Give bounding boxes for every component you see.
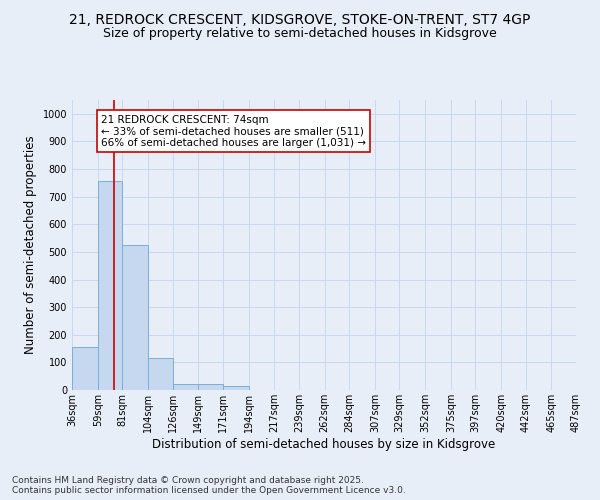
Bar xyxy=(198,384,223,390)
Bar xyxy=(72,347,98,390)
Text: Contains HM Land Registry data © Crown copyright and database right 2025.
Contai: Contains HM Land Registry data © Crown c… xyxy=(12,476,406,495)
Bar xyxy=(122,245,148,390)
Text: 21, REDROCK CRESCENT, KIDSGROVE, STOKE-ON-TRENT, ST7 4GP: 21, REDROCK CRESCENT, KIDSGROVE, STOKE-O… xyxy=(70,12,530,26)
Bar xyxy=(148,358,173,390)
Text: Size of property relative to semi-detached houses in Kidsgrove: Size of property relative to semi-detach… xyxy=(103,28,497,40)
Text: 21 REDROCK CRESCENT: 74sqm
← 33% of semi-detached houses are smaller (511)
66% o: 21 REDROCK CRESCENT: 74sqm ← 33% of semi… xyxy=(101,114,366,148)
Y-axis label: Number of semi-detached properties: Number of semi-detached properties xyxy=(24,136,37,354)
Bar xyxy=(223,386,248,390)
Bar xyxy=(98,182,122,390)
X-axis label: Distribution of semi-detached houses by size in Kidsgrove: Distribution of semi-detached houses by … xyxy=(152,438,496,450)
Bar xyxy=(173,384,198,390)
